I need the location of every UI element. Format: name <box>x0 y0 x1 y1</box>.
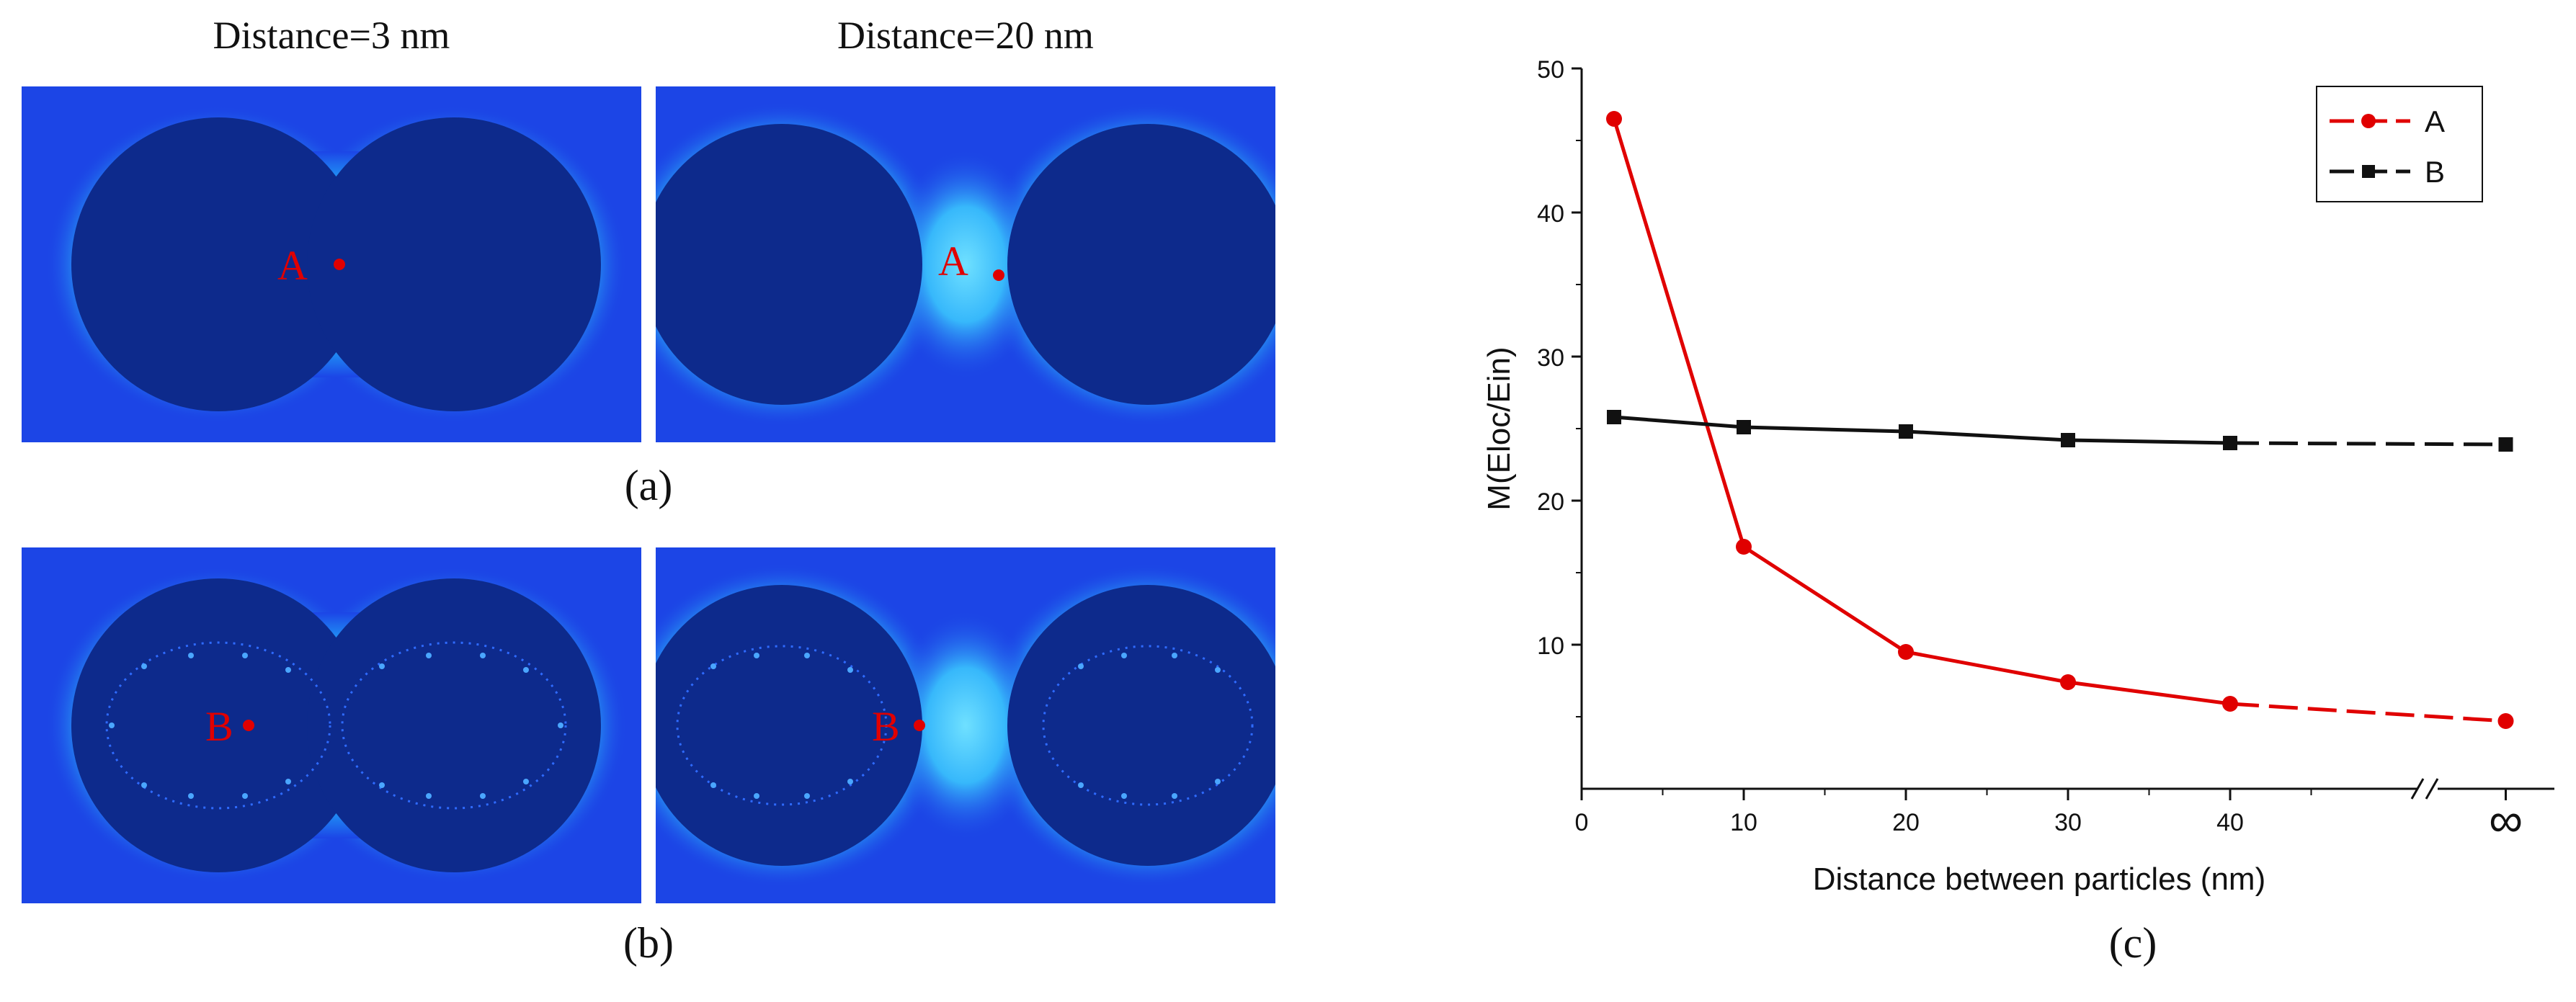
y-tick-label: 20 <box>1537 488 1564 516</box>
point-label-b: B <box>205 703 233 750</box>
x-tick-label: 10 <box>1730 809 1757 836</box>
series-A-point <box>2222 696 2238 712</box>
chart-axes: 10 20 30 40 50 0 10 20 30 40 ∞ <box>1537 56 2554 846</box>
y-axis-label: M(Eloc/Ein) <box>1481 346 1517 510</box>
series-A-segment <box>1612 118 1746 547</box>
series-B-point <box>1607 410 1621 424</box>
series-A-segment <box>1905 650 2069 684</box>
axis-break-mark <box>2425 778 2439 800</box>
series-B-point <box>2498 437 2513 452</box>
column-title-20nm: Distance=20 nm <box>837 14 1094 57</box>
caption-c: (c) <box>2108 919 2157 967</box>
legend-marker-A <box>2361 114 2376 128</box>
series-B-point <box>2061 433 2075 447</box>
series-A-point <box>1606 111 1622 127</box>
field-map-a-3nm: A <box>22 86 641 442</box>
legend-marker-B <box>2362 165 2375 178</box>
legend-label-B: B <box>2425 155 2445 189</box>
legend-label-A: A <box>2425 104 2445 138</box>
chart-series <box>1606 111 2514 729</box>
series-B-point <box>2223 436 2237 450</box>
series-A-segment <box>2067 680 2231 706</box>
series-A-point <box>2497 713 2514 729</box>
x-tick-label: 40 <box>2216 809 2244 836</box>
series-A-segment <box>2229 702 2506 723</box>
x-tick-label: 0 <box>1575 809 1589 836</box>
point-label-b-20nm: B <box>872 703 900 750</box>
series-B-point <box>1737 420 1751 434</box>
caption-b: (b) <box>623 919 674 967</box>
axis-break-mark <box>2410 778 2425 800</box>
series-A-segment <box>1742 545 1907 654</box>
legend-box <box>2316 86 2483 202</box>
x-tick-label-infinity: ∞ <box>2489 793 2523 846</box>
caption-a: (a) <box>624 462 673 509</box>
field-map-b-20nm: B <box>656 547 1275 903</box>
y-tick-label: 30 <box>1537 344 1564 372</box>
series-B-segment <box>2229 441 2506 447</box>
chart-legend: AB <box>2316 86 2483 202</box>
point-label-a-20nm: A <box>938 238 968 285</box>
series-B-segment <box>1905 429 2069 442</box>
y-tick-label: 10 <box>1537 632 1564 660</box>
x-axis-label: Distance between particles (nm) <box>1813 862 2265 897</box>
y-tick-label: 50 <box>1537 56 1564 84</box>
series-B-point <box>1899 424 1913 439</box>
series-A-point <box>1898 644 1914 660</box>
series-B-segment <box>1613 415 1744 429</box>
field-map-b-3nm: B <box>22 547 641 903</box>
line-chart: 10 20 30 40 50 0 10 20 30 40 ∞ AB Distance between… <box>1481 56 2554 897</box>
series-B-segment <box>1743 425 1907 434</box>
x-tick-label: 30 <box>2054 809 2082 836</box>
x-tick-label: 20 <box>1892 809 1920 836</box>
point-label-a: A <box>277 242 308 289</box>
field-map-a-20nm: A <box>656 86 1275 442</box>
column-title-3nm: Distance=3 nm <box>213 14 450 57</box>
series-A-point <box>1736 539 1752 555</box>
series-B-segment <box>2067 438 2231 445</box>
series-A-point <box>2060 674 2076 690</box>
y-tick-label: 40 <box>1537 200 1564 228</box>
